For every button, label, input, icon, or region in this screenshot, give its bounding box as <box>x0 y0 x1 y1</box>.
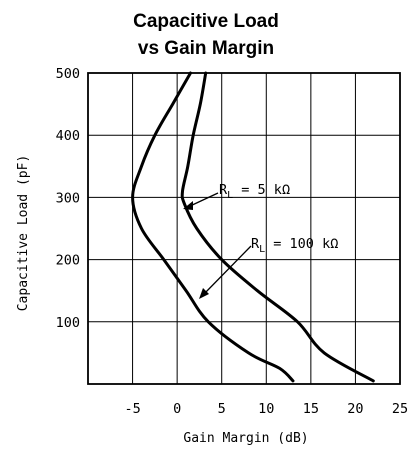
svg-text:RL = 5 kΩ: RL = 5 kΩ <box>219 182 290 201</box>
x-tick-label-2: 5 <box>218 401 226 417</box>
annotation-rl-5k-rest: = 5 kΩ <box>233 182 290 198</box>
x-tick-labels: -5 0 5 10 15 20 25 <box>124 401 408 417</box>
data-series <box>131 71 375 383</box>
chart-title-line1: Capacitive Load <box>133 11 279 32</box>
annotation-rl-5k: RL = 5 kΩ <box>183 182 290 210</box>
grid-lines <box>88 72 400 384</box>
y-axis-label: Capacitive Load (pF) <box>16 155 31 312</box>
annotation-rl-5k-r: R <box>219 182 228 198</box>
x-tick-label-0: -5 <box>124 401 140 417</box>
series-line-1 <box>131 71 295 383</box>
annotation-rl-5k-sub: L <box>227 190 233 201</box>
x-tick-label-4: 15 <box>303 401 319 417</box>
y-tick-labels: 100 200 300 400 500 <box>56 66 80 331</box>
annotation-rl-100k-arrow <box>202 245 252 296</box>
y-tick-label-3: 400 <box>56 128 80 144</box>
x-tick-label-5: 20 <box>347 401 363 417</box>
x-tick-label-3: 10 <box>258 401 274 417</box>
y-tick-label-4: 500 <box>56 66 80 82</box>
chart-title-line2: vs Gain Margin <box>138 38 274 59</box>
annotation-rl-100k: RL = 100 kΩ <box>199 236 338 299</box>
y-tick-label-0: 100 <box>56 315 80 331</box>
y-tick-label-1: 200 <box>56 253 80 269</box>
x-tick-label-6: 25 <box>392 401 408 417</box>
x-tick-label-1: 0 <box>173 401 181 417</box>
annotation-rl-100k-r: R <box>251 236 260 252</box>
annotation-rl-100k-arrowhead <box>199 288 209 299</box>
annotation-rl-5k-arrowhead <box>183 201 193 210</box>
x-axis-label: Gain Margin (dB) <box>183 431 308 446</box>
series-line-0 <box>180 71 375 383</box>
annotation-rl-100k-sub: L <box>259 244 265 255</box>
y-tick-label-2: 300 <box>56 190 80 206</box>
svg-text:RL = 100 kΩ: RL = 100 kΩ <box>251 236 338 255</box>
annotation-rl-100k-rest: = 100 kΩ <box>265 236 338 252</box>
plot-frame <box>87 72 401 385</box>
